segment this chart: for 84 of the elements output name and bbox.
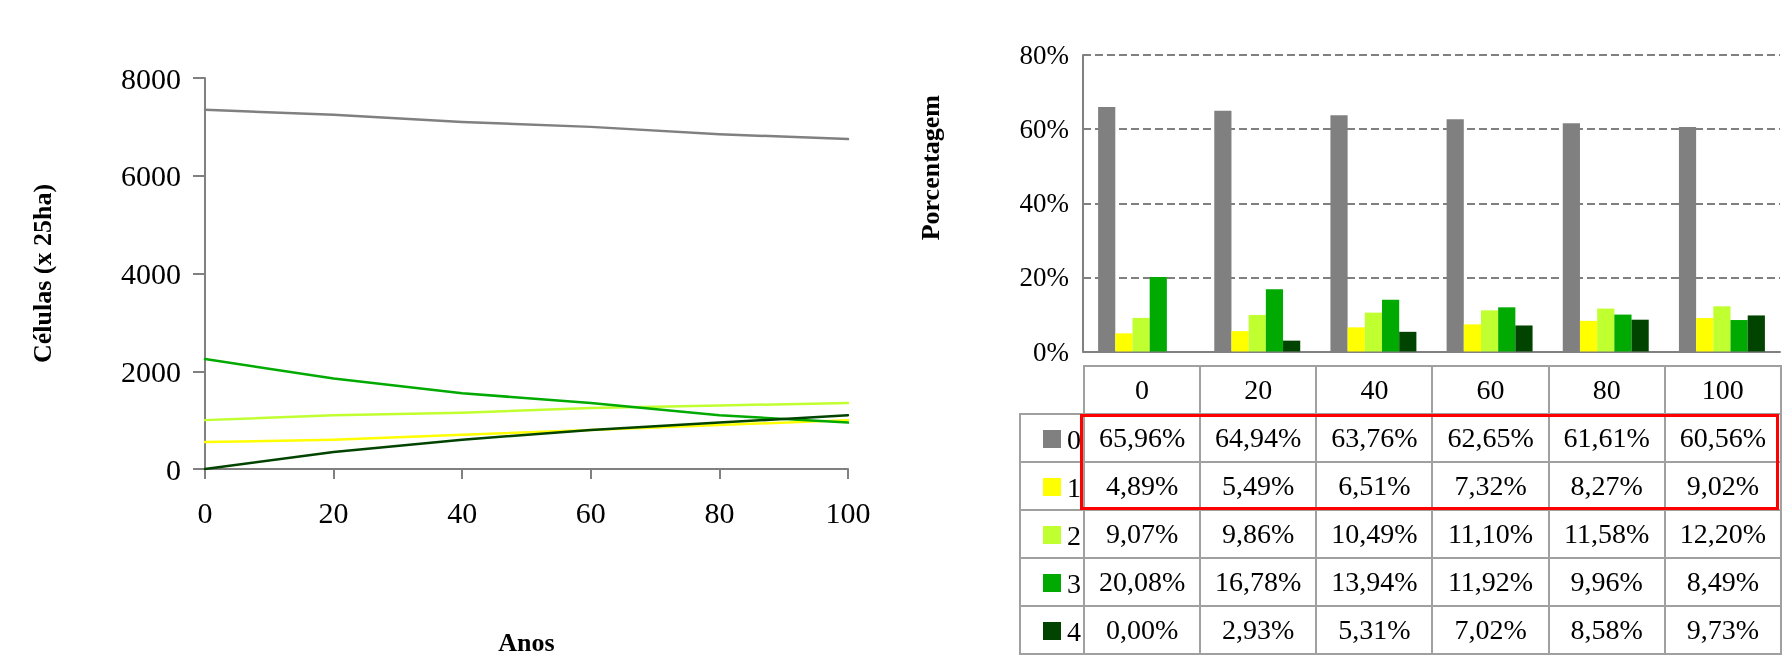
data-label: 9,07% [1084,510,1201,558]
data-label: 10,49% [1316,510,1433,558]
legend-label: 1 [1067,471,1081,503]
data-label: 63,76% [1316,414,1433,462]
data-label: 9,96% [1548,558,1665,606]
x-tick-label: 40 [447,495,478,529]
bar [1696,318,1714,352]
x-tick-label: 80 [704,495,735,529]
y-tick-label: 0% [1033,336,1069,367]
x-tick-label: 60 [575,495,606,529]
y-tick-label: 2000 [121,354,181,388]
data-label: 6,51% [1316,462,1433,510]
bar [1713,306,1731,352]
bar [1283,340,1301,352]
x-tick-label: 100 [1664,366,1781,414]
bar [1579,320,1598,352]
bar [1347,327,1365,352]
data-label: 9,73% [1664,606,1781,654]
data-label: 4,89% [1084,462,1201,510]
bar [1265,289,1284,352]
data-label: 12,20% [1664,510,1781,558]
data-label: 60,56% [1664,414,1781,462]
line-series [203,357,850,424]
bar [1149,277,1167,352]
y-tick-label: 6000 [121,159,181,193]
data-label: 9,86% [1200,510,1317,558]
data-label: 7,32% [1432,462,1549,510]
data-label: 5,49% [1200,462,1317,510]
x-tick-label: 20 [1200,366,1317,414]
bar [1364,312,1383,352]
y-tick-label: 20% [1019,262,1069,293]
data-label: 8,49% [1664,558,1781,606]
data-label: 13,94% [1316,558,1433,606]
y-axis-title: Células (x 25ha) [27,183,57,364]
legend-label: 4 [1067,615,1081,647]
data-label: 8,27% [1548,462,1665,510]
line-series [203,401,850,422]
data-label: 7,02% [1432,606,1549,654]
data-label: 61,61% [1548,414,1665,462]
legend-label: 2 [1067,519,1081,551]
x-tick-label: 0 [197,495,213,529]
x-tick-label: 40 [1316,366,1433,414]
y-tick-label: 4000 [121,257,181,290]
bar [1231,331,1249,352]
x-axis-title: Anos [498,627,555,657]
data-label: 2,93% [1200,606,1317,654]
y-tick-label: 40% [1019,188,1069,219]
x-tick-label: 20 [318,495,349,529]
y-tick-label: 60% [1019,114,1069,145]
bar [1747,315,1765,352]
y-tick-label: 80% [1019,40,1069,70]
bar [1463,324,1481,352]
data-label: 9,02% [1664,462,1781,510]
data-label: 11,58% [1548,510,1665,558]
legend-label: 3 [1067,567,1081,599]
bar [1614,314,1632,352]
bar [1730,320,1748,352]
y-tick-label: 8000 [121,61,181,95]
bar [1631,319,1649,352]
y-axis-title: Porcentagem [915,94,945,241]
y-tick-label: 0 [166,452,181,486]
data-label: 62,65% [1432,414,1549,462]
data-label: 11,10% [1432,510,1549,558]
bar [1480,310,1499,352]
data-label: 65,96% [1084,414,1201,462]
bar [1597,308,1615,352]
x-tick-label: 100 [825,495,871,529]
bar [1515,325,1533,352]
bar [1399,331,1417,352]
bar [1248,314,1266,352]
data-label: 11,92% [1432,558,1549,606]
bar [1115,333,1133,352]
x-tick-label: 80 [1548,366,1665,414]
data-label: 64,94% [1200,414,1317,462]
x-tick-label: 60 [1432,366,1549,414]
bar [1382,299,1400,352]
data-label: 8,58% [1548,606,1665,654]
x-tick-label: 0 [1084,366,1201,414]
data-label: 16,78% [1200,558,1317,606]
bar [1132,317,1150,352]
bar [1498,307,1516,352]
data-label: 0,00% [1084,606,1201,654]
data-label: 20,08% [1084,558,1201,606]
data-label: 5,31% [1316,606,1433,654]
